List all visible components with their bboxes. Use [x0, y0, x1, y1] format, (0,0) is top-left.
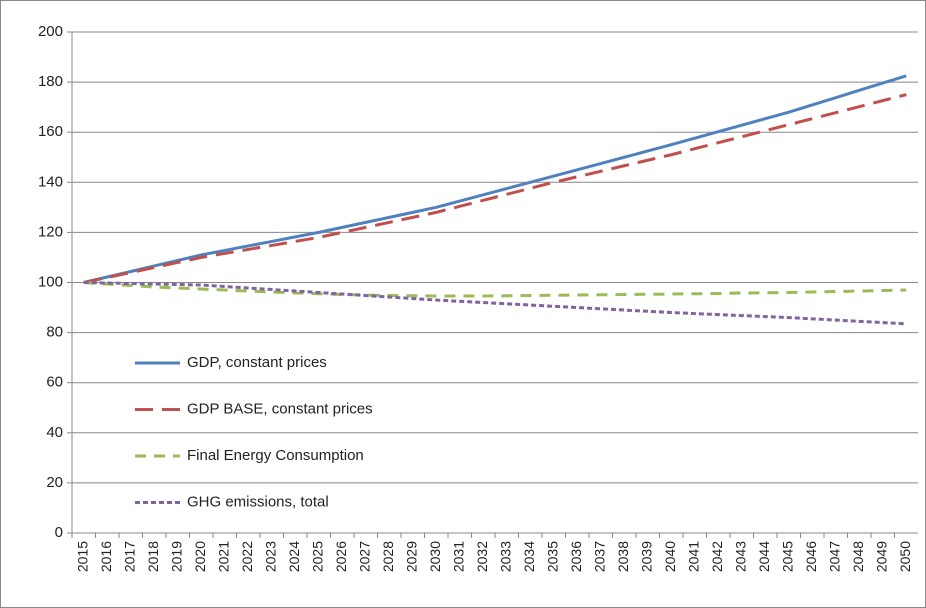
legend-label: Final Energy Consumption	[187, 447, 364, 464]
series-line	[83, 74, 907, 284]
x-tick-label: 2038	[615, 541, 631, 572]
x-tick-label: 2049	[873, 541, 889, 572]
y-tick-label: 80	[46, 324, 63, 341]
x-tick-label: 2048	[850, 541, 866, 572]
x-tick-label: 2020	[192, 541, 208, 572]
y-tick-label: 140	[38, 173, 63, 190]
series-line	[83, 281, 907, 326]
x-tick-label: 2044	[756, 541, 772, 572]
x-tick-label: 2022	[239, 541, 255, 572]
x-tick-label: 2039	[638, 541, 654, 572]
y-tick-label: 120	[38, 223, 63, 240]
x-tick-label: 2026	[333, 541, 349, 572]
x-tick-label: 2047	[826, 541, 842, 572]
series-line	[83, 93, 907, 284]
x-tick-label: 2028	[380, 541, 396, 572]
x-tick-label: 2040	[662, 541, 678, 572]
x-tick-label: 2041	[685, 541, 701, 572]
y-tick-label: 0	[55, 524, 63, 541]
y-tick-label: 160	[38, 123, 63, 140]
x-tick-label: 2032	[474, 541, 490, 572]
x-tick-label: 2033	[497, 541, 513, 572]
x-tick-label: 2019	[168, 541, 184, 572]
x-tick-label: 2025	[309, 541, 325, 572]
x-tick-label: 2034	[521, 541, 537, 572]
legend-label: GDP BASE, constant prices	[187, 400, 373, 417]
legend-label: GHG emissions, total	[187, 493, 329, 510]
y-tick-label: 200	[38, 23, 63, 40]
x-tick-label: 2018	[145, 541, 161, 572]
y-tick-label: 40	[46, 424, 63, 441]
x-tick-label: 2045	[779, 541, 795, 572]
x-tick-label: 2021	[215, 541, 231, 572]
x-tick-label: 2046	[803, 541, 819, 572]
y-tick-label: 100	[38, 273, 63, 290]
x-tick-label: 2015	[74, 541, 90, 572]
x-tick-label: 2029	[403, 541, 419, 572]
series-line	[83, 281, 907, 298]
x-tick-label: 2017	[121, 541, 137, 572]
x-tick-label: 2035	[544, 541, 560, 572]
y-tick-label: 180	[38, 73, 63, 90]
x-tick-label: 2042	[709, 541, 725, 572]
x-tick-label: 2050	[897, 541, 913, 572]
x-tick-label: 2037	[591, 541, 607, 572]
x-tick-label: 2036	[568, 541, 584, 572]
y-tick-label: 60	[46, 374, 63, 391]
x-tick-label: 2024	[286, 541, 302, 572]
x-tick-label: 2027	[356, 541, 372, 572]
x-tick-label: 2043	[732, 541, 748, 572]
legend-label: GDP, constant prices	[187, 354, 327, 371]
x-tick-label: 2031	[450, 541, 466, 572]
x-tick-label: 2016	[98, 541, 114, 572]
x-tick-label: 2030	[427, 541, 443, 572]
x-tick-label: 2023	[262, 541, 278, 572]
y-tick-label: 20	[46, 474, 63, 491]
